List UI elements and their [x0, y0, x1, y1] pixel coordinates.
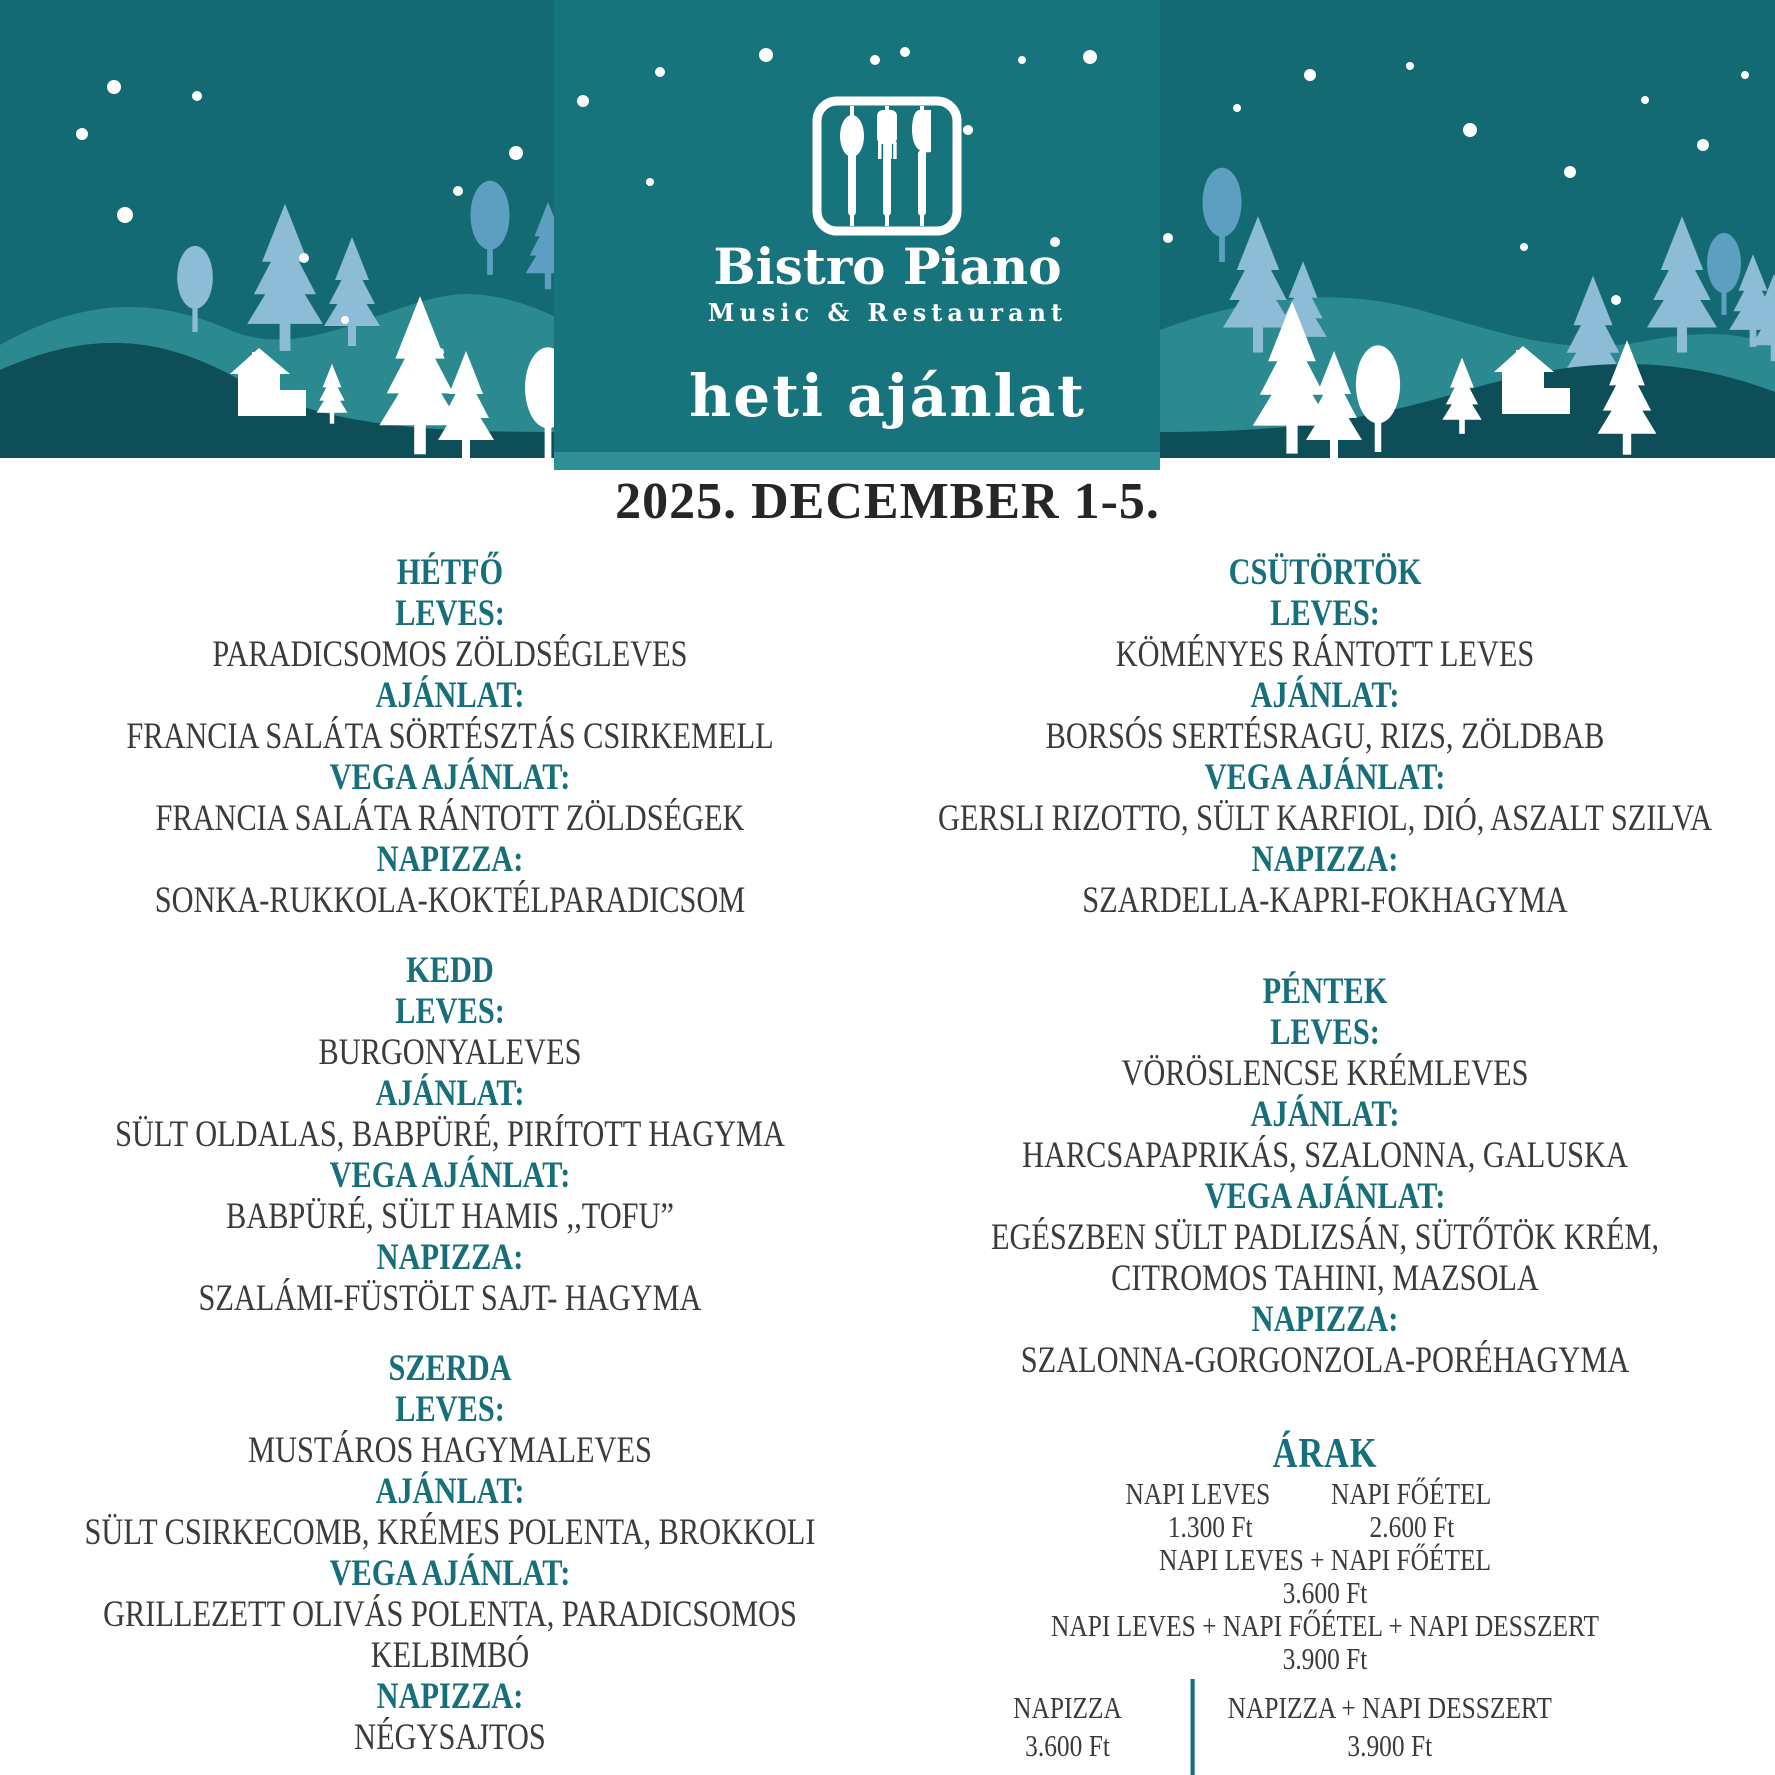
price-label: NAPI LEVES [1125, 1476, 1271, 1511]
course-label: LEVES: [395, 991, 505, 1032]
price-value: 2.600 Ft [1369, 1509, 1455, 1544]
course-item: SÜLT CSIRKECOMB, KRÉMES POLENTA, BROKKOL… [84, 1512, 816, 1553]
course-item: HARCSAPAPRIKÁS, SZALONNA, GALUSKA [1022, 1135, 1628, 1176]
vertical-divider [1190, 1679, 1195, 1775]
course-item: BABPÜRÉ, SÜLT HAMIS ,,TOFU” [226, 1196, 674, 1237]
course-item: SZALÁMI-FÜSTÖLT SAJT- HAGYMA [198, 1278, 702, 1319]
course-item: GRILLEZETT OLIVÁS POLENTA, PARADICSOMOS … [103, 1594, 797, 1676]
course-item: MUSTÁROS HAGYMALEVES [248, 1430, 652, 1471]
header-banner: Bistro Piano Music & Restaurant heti ajá… [0, 0, 1775, 483]
price-value: 3.900 Ft [1347, 1728, 1433, 1763]
course-label: VEGA AJÁNLAT: [329, 757, 571, 798]
course-label: AJÁNLAT: [375, 675, 525, 716]
day-name: KEDD [406, 950, 494, 991]
left-winter-scene [0, 180, 554, 458]
course-label: VEGA AJÁNLAT: [1204, 757, 1446, 798]
day-name: SZERDA [388, 1348, 512, 1389]
price-label: NAPIZZA + NAPI DESSZERT [1227, 1690, 1552, 1725]
price-label: NAPIZZA [1013, 1690, 1122, 1725]
page-title: 2025. DECEMBER 1-5. [615, 473, 1160, 530]
course-item: FRANCIA SALÁTA SÖRTÉSZTÁS CSIRKEMELL [126, 716, 774, 757]
course-item: FRANCIA SALÁTA RÁNTOTT ZÖLDSÉGEK [155, 798, 745, 839]
menu-column-right: CSÜTÖRTÖK LEVES: KÖMÉNYES RÁNTOTT LEVES … [890, 552, 1759, 1775]
course-label: AJÁNLAT: [1250, 675, 1400, 716]
day-block-monday: HÉTFŐ LEVES: PARADICSOMOS ZÖLDSÉGLEVES A… [69, 552, 832, 921]
course-label: AJÁNLAT: [1250, 1094, 1400, 1135]
menu-column-left: HÉTFŐ LEVES: PARADICSOMOS ZÖLDSÉGLEVES A… [69, 552, 832, 1775]
course-label: NAPIZZA: [376, 1676, 524, 1717]
day-name: HÉTFŐ [396, 552, 504, 593]
piano-cutlery-logo-icon [812, 96, 962, 236]
course-label: VEGA AJÁNLAT: [329, 1155, 571, 1196]
combo-label: NAPI LEVES + NAPI FŐÉTEL + NAPI DESSZERT [1050, 1608, 1600, 1643]
combo-price: 3.600 Ft [1282, 1575, 1368, 1610]
single-prices-row: NAPI LEVES NAPI FŐÉTEL 1.300 Ft 2.600 Ft [890, 1477, 1759, 1543]
snow-dots [76, 47, 1749, 356]
course-item: VÖRÖSLENCSE KRÉMLEVES [1121, 1053, 1529, 1094]
day-name: PÉNTEK [1262, 971, 1388, 1012]
course-item: NÉGYSAJTOS [354, 1717, 546, 1758]
day-block-friday: PÉNTEK LEVES: VÖRÖSLENCSE KRÉMLEVES AJÁN… [890, 971, 1759, 1381]
prices-section: ÁRAK NAPI LEVES NAPI FŐÉTEL 1.300 Ft 2.6… [890, 1431, 1759, 1775]
course-item: EGÉSZBEN SÜLT PADLIZSÁN, SÜTŐTÖK KRÉM, C… [990, 1217, 1660, 1299]
course-item: SÜLT OLDALAS, BABPÜRÉ, PIRÍTOTT HAGYMA [115, 1114, 785, 1155]
course-item: SONKA-RUKKOLA-KOKTÉLPARADICSOM [154, 880, 746, 921]
course-label: AJÁNLAT: [375, 1073, 525, 1114]
course-label: VEGA AJÁNLAT: [1204, 1176, 1446, 1217]
course-item: KÖMÉNYES RÁNTOTT LEVES [1115, 634, 1535, 675]
price-label: NAPI FŐÉTEL [1330, 1476, 1492, 1511]
right-winter-scene [1160, 167, 1775, 458]
course-item: SZALONNA-GORGONZOLA-PORÉHAGYMA [1020, 1340, 1630, 1381]
day-block-thursday: CSÜTÖRTÖK LEVES: KÖMÉNYES RÁNTOTT LEVES … [890, 552, 1759, 921]
brand-name: Bistro Piano [713, 237, 1062, 296]
course-label: VEGA AJÁNLAT: [329, 1553, 571, 1594]
combo-price: 3.900 Ft [1282, 1641, 1368, 1676]
course-item: BURGONYALEVES [318, 1032, 582, 1073]
price-value: 3.600 Ft [1025, 1728, 1110, 1763]
combo-label: NAPI LEVES + NAPI FŐÉTEL [1158, 1542, 1492, 1577]
prices-title: ÁRAK [1272, 1431, 1378, 1477]
weekly-offer-banner: heti ajánlat [689, 362, 1086, 430]
course-label: NAPIZZA: [1251, 1299, 1399, 1340]
course-label: LEVES: [395, 1389, 505, 1430]
price-value: 1.300 Ft [1167, 1509, 1253, 1544]
course-item: PARADICSOMOS ZÖLDSÉGLEVES [212, 634, 688, 675]
course-label: LEVES: [1270, 593, 1380, 634]
brand-tagline: Music & Restaurant [707, 298, 1068, 327]
course-item: SZARDELLA-KAPRI-FOKHAGYMA [1082, 880, 1568, 921]
course-label: AJÁNLAT: [375, 1471, 525, 1512]
day-block-wednesday: SZERDA LEVES: MUSTÁROS HAGYMALEVES AJÁNL… [69, 1348, 832, 1758]
day-name: CSÜTÖRTÖK [1228, 552, 1422, 593]
course-label: NAPIZZA: [1251, 839, 1399, 880]
course-label: LEVES: [395, 593, 505, 634]
course-label: LEVES: [1270, 1012, 1380, 1053]
winter-scene-illustration [0, 0, 1775, 470]
course-item: BORSÓS SERTÉSRAGU, RIZS, ZÖLDBAB [1045, 716, 1605, 757]
course-label: NAPIZZA: [376, 1237, 524, 1278]
course-label: NAPIZZA: [376, 839, 524, 880]
pizza-prices-row: NAPIZZA 3.600 Ft NAPIZZA + NAPI DESSZERT… [890, 1679, 1759, 1775]
course-item: GERSLI RIZOTTO, SÜLT KARFIOL, DIÓ, ASZAL… [937, 798, 1713, 839]
day-block-tuesday: KEDD LEVES: BURGONYALEVES AJÁNLAT: SÜLT … [69, 950, 832, 1319]
